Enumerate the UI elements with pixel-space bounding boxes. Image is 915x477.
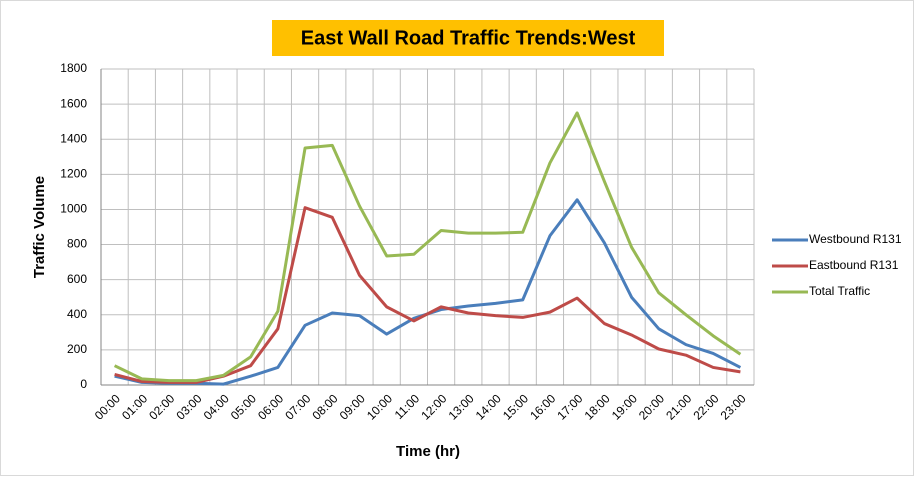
legend-label: Eastbound R131 (809, 258, 899, 272)
y-tick-label: 600 (67, 272, 87, 286)
chart-title: East Wall Road Traffic Trends:West (301, 27, 636, 49)
y-tick-label: 800 (67, 237, 87, 251)
series-line (113, 111, 742, 383)
y-tick-label: 0 (80, 377, 87, 391)
title-background (272, 20, 664, 56)
legend-label: Total Traffic (809, 284, 870, 298)
y-tick-label: 400 (67, 307, 87, 321)
y-tick-label: 1400 (60, 131, 87, 145)
y-tick-label: 1000 (60, 202, 87, 216)
x-axis-label: Time (hr) (396, 443, 460, 460)
y-tick-label: 1600 (60, 96, 87, 110)
y-tick-label: 1800 (60, 61, 87, 75)
legend-label: Westbound R131 (809, 232, 902, 246)
y-tick-label: 1200 (60, 167, 87, 181)
y-tick-label: 200 (67, 342, 87, 356)
y-axis-label: Traffic Volume (31, 176, 48, 278)
